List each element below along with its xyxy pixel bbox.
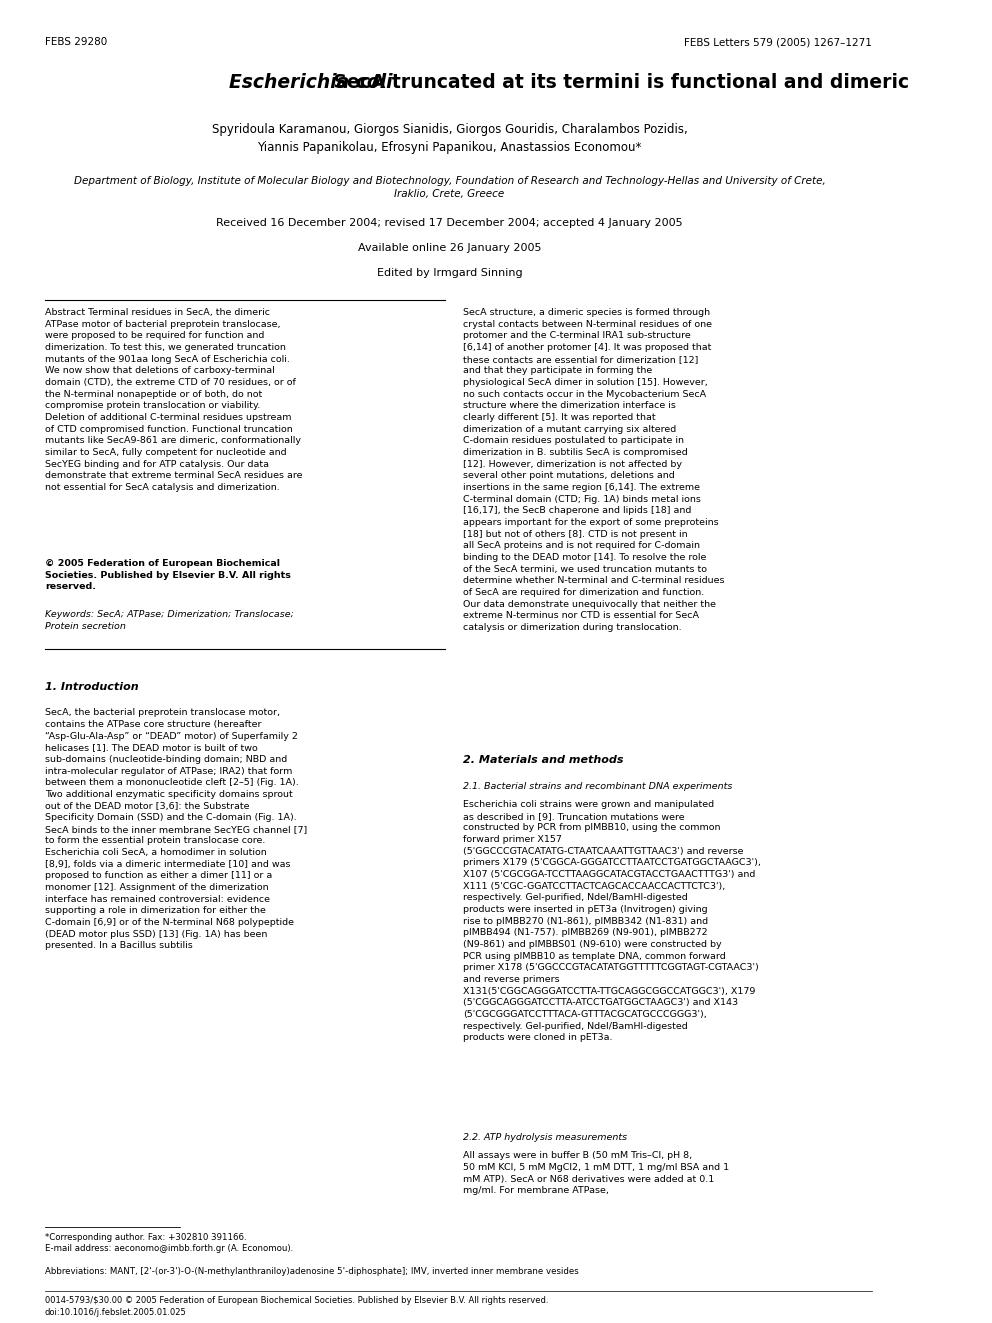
Text: SecA, the bacterial preprotein translocase motor,
contains the ATPase core struc: SecA, the bacterial preprotein transloca… — [45, 708, 308, 950]
Text: SecA structure, a dimeric species is formed through
crystal contacts between N-t: SecA structure, a dimeric species is for… — [463, 308, 724, 632]
Text: Edited by Irmgard Sinning: Edited by Irmgard Sinning — [377, 269, 522, 278]
Text: Spyridoula Karamanou, Giorgos Sianidis, Giorgos Gouridis, Charalambos Pozidis,
Y: Spyridoula Karamanou, Giorgos Sianidis, … — [211, 123, 687, 153]
Text: 0014-5793/$30.00 © 2005 Federation of European Biochemical Societies. Published : 0014-5793/$30.00 © 2005 Federation of Eu… — [45, 1297, 549, 1316]
Text: 2. Materials and methods: 2. Materials and methods — [463, 755, 623, 765]
Text: Received 16 December 2004; revised 17 December 2004; accepted 4 January 2005: Received 16 December 2004; revised 17 De… — [216, 218, 682, 229]
Text: 1. Introduction: 1. Introduction — [45, 681, 139, 692]
Text: © 2005 Federation of European Biochemical
Societies. Published by Elsevier B.V. : © 2005 Federation of European Biochemica… — [45, 560, 291, 591]
Text: Department of Biology, Institute of Molecular Biology and Biotechnology, Foundat: Department of Biology, Institute of Mole… — [73, 176, 825, 198]
Text: FEBS Letters 579 (2005) 1267–1271: FEBS Letters 579 (2005) 1267–1271 — [684, 37, 872, 48]
Text: Abbreviations: MANT, [2'-(or-3')-O-(N-methylanthraniloy)adenosine 5'-diphosphate: Abbreviations: MANT, [2'-(or-3')-O-(N-me… — [45, 1267, 578, 1275]
Text: Keywords: SecA; ATPase; Dimerization; Translocase;
Protein secretion: Keywords: SecA; ATPase; Dimerization; Tr… — [45, 610, 294, 631]
Text: Escherichia coli: Escherichia coli — [229, 73, 393, 91]
Text: 2.2. ATP hydrolysis measurements: 2.2. ATP hydrolysis measurements — [463, 1132, 627, 1142]
Text: *Corresponding author. Fax: +302810 391166.
E-mail address: aeconomo@imbb.forth.: *Corresponding author. Fax: +302810 3911… — [45, 1233, 294, 1253]
Text: All assays were in buffer B (50 mM Tris–Cl, pH 8,
50 mM KCl, 5 mM MgCl2, 1 mM DT: All assays were in buffer B (50 mM Tris–… — [463, 1151, 729, 1195]
Text: FEBS 29280: FEBS 29280 — [45, 37, 107, 48]
Text: Available online 26 January 2005: Available online 26 January 2005 — [358, 243, 542, 253]
Text: SecA truncated at its termini is functional and dimeric: SecA truncated at its termini is functio… — [327, 73, 910, 91]
Text: Abstract Terminal residues in SecA, the dimeric
ATPase motor of bacterial prepro: Abstract Terminal residues in SecA, the … — [45, 308, 303, 492]
Text: 2.1. Bacterial strains and recombinant DNA experiments: 2.1. Bacterial strains and recombinant D… — [463, 782, 732, 791]
Text: Escherichia coli strains were grown and manipulated
as described in [9]. Truncat: Escherichia coli strains were grown and … — [463, 800, 761, 1043]
